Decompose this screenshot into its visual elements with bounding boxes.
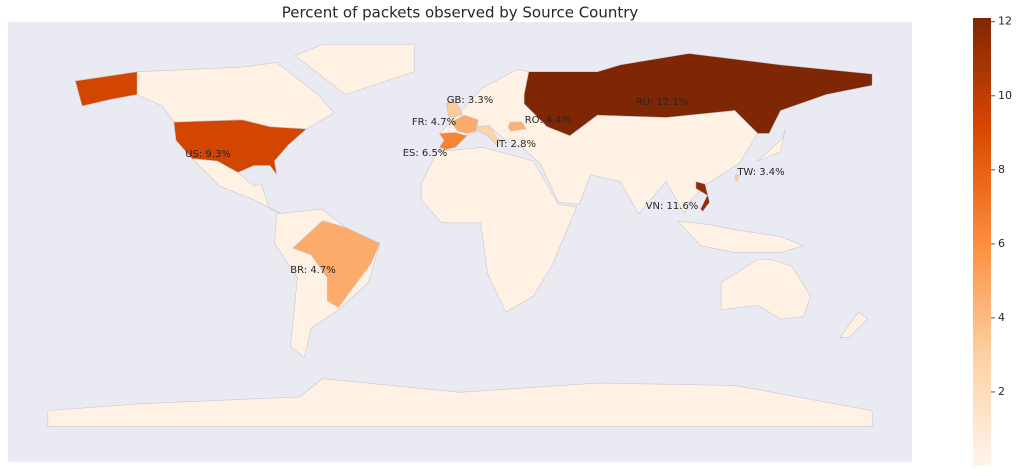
- country-label: ES: 6.5%: [403, 148, 448, 159]
- land: [294, 43, 415, 95]
- country-label: RO: 4.4%: [525, 115, 572, 126]
- colorbar-tick-label: 12: [998, 15, 1012, 28]
- land: [47, 378, 873, 427]
- land: [420, 146, 578, 313]
- country: [695, 181, 710, 212]
- colorbar-ticks: 2 4 6 8 10 12: [991, 15, 1012, 398]
- countries: [74, 53, 873, 309]
- land: [438, 69, 759, 215]
- country: [450, 114, 479, 134]
- country-label: RU: 12.1%: [636, 97, 689, 108]
- country-label: FR: 4.7%: [412, 117, 456, 128]
- colorbar-tick-label: 6: [998, 237, 1005, 250]
- country-label: GB: 3.3%: [447, 95, 494, 106]
- country: [438, 132, 468, 150]
- colorbar-tick-label: 4: [998, 311, 1005, 324]
- base-map: [47, 43, 873, 427]
- land: [839, 311, 869, 338]
- country-labels: RU: 12.1% VN: 11.6% US: 9.3% ES: 6.5% FR: 4.…: [185, 95, 785, 276]
- country: [734, 174, 740, 183]
- land: [720, 259, 811, 320]
- country: [523, 53, 873, 137]
- colorbar-tick-label: 8: [998, 163, 1005, 176]
- colorbar: [973, 18, 991, 466]
- country: [475, 125, 502, 146]
- country-label: IT: 2.8%: [496, 139, 536, 150]
- land: [676, 220, 805, 253]
- country-label: TW: 3.4%: [736, 167, 784, 178]
- country-label: US: 9.3%: [185, 149, 231, 160]
- country: [292, 220, 381, 309]
- chart-title: Percent of packets observed by Source Co…: [282, 4, 639, 22]
- land: [757, 128, 786, 162]
- country-label: VN: 11.6%: [646, 201, 699, 212]
- colorbar-tick-label: 10: [998, 89, 1012, 102]
- country: [74, 71, 308, 175]
- country-label: BR: 4.7%: [290, 265, 335, 276]
- country: [507, 121, 527, 132]
- colorbar-tick-label: 2: [998, 385, 1005, 398]
- country: [445, 98, 463, 118]
